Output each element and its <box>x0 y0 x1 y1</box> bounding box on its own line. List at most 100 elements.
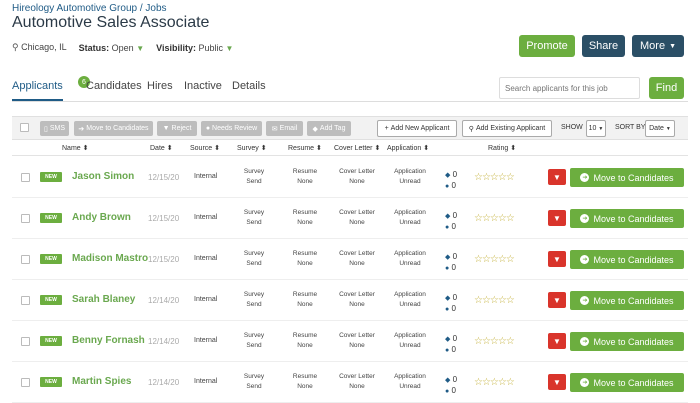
row-checkbox[interactable] <box>21 255 30 264</box>
sort-select[interactable]: Date ▼ <box>645 120 675 137</box>
reject-button[interactable]: ▼ Reject <box>157 121 197 136</box>
rating-stars[interactable]: ☆☆☆☆☆ <box>474 254 515 265</box>
sms-label: SMS <box>49 125 66 132</box>
reject-button[interactable]: ▼ <box>548 374 566 390</box>
applicant-name-link[interactable]: Madison Mastro <box>72 253 149 264</box>
more-button[interactable]: More ▼ <box>632 35 684 57</box>
activity-counts[interactable]: ◆ 0 ● 0 <box>445 293 457 315</box>
survey-cell[interactable]: Survey Send <box>235 290 273 310</box>
promote-button[interactable]: Promote <box>519 35 575 57</box>
rating-stars[interactable]: ☆☆☆☆☆ <box>474 213 515 224</box>
survey-cell[interactable]: Survey Send <box>235 167 273 187</box>
row-checkbox[interactable] <box>21 214 30 223</box>
status-dropdown[interactable]: Status: Open ▼ <box>79 43 145 53</box>
tab-inactive[interactable]: Inactive <box>184 80 222 92</box>
find-button[interactable]: Find <box>649 77 684 99</box>
col-resume[interactable]: Resume ⬍ <box>288 144 322 152</box>
move-to-candidates-button[interactable]: ➔ Move to Candidates <box>570 291 684 310</box>
applicant-name-link[interactable]: Sarah Blaney <box>72 294 136 305</box>
add-existing-label: Add Existing Applicant <box>475 125 546 132</box>
survey-cell[interactable]: Survey Send <box>235 249 273 269</box>
application-cell[interactable]: Application Unread <box>386 290 434 310</box>
activity-counts[interactable]: ◆ 0 ● 0 <box>445 334 457 356</box>
move-to-candidates-button[interactable]: ➔ Move to Candidates <box>570 250 684 269</box>
move-to-candidates-button[interactable]: ➔ Move to Candidates <box>570 332 684 351</box>
survey-label: Survey <box>243 291 265 298</box>
col-label: Survey <box>237 145 259 152</box>
sort-icon: ⬍ <box>214 145 221 152</box>
col-application[interactable]: Application ⬍ <box>387 144 429 152</box>
reject-button[interactable]: ▼ <box>548 210 566 226</box>
arrow-right-circle-icon: ➔ <box>580 378 590 387</box>
add-existing-applicant-button[interactable]: ⚲ Add Existing Applicant <box>462 120 552 137</box>
activity-counts[interactable]: ◆ 0 ● 0 <box>445 211 457 233</box>
activity-counts[interactable]: ◆ 0 ● 0 <box>445 375 457 397</box>
survey-cell[interactable]: Survey Send <box>235 372 273 392</box>
needs-review-button[interactable]: ● Needs Review <box>201 121 262 136</box>
info-icon: ● <box>205 125 211 132</box>
breadcrumb[interactable]: Hireology Automotive Group / Jobs <box>12 3 167 14</box>
show-select[interactable]: 10 ▼ <box>586 120 606 137</box>
application-cell[interactable]: Application Unread <box>386 167 434 187</box>
reject-button[interactable]: ▼ <box>548 169 566 185</box>
select-all-checkbox[interactable] <box>20 123 29 132</box>
col-survey[interactable]: Survey ⬍ <box>237 144 267 152</box>
application-label: Application <box>394 168 426 175</box>
move-to-candidates-button[interactable]: ➔ Move to Candidates <box>74 121 153 136</box>
tab-hires[interactable]: Hires <box>147 80 173 92</box>
col-label: Rating <box>488 145 509 152</box>
rating-stars[interactable]: ☆☆☆☆☆ <box>474 336 515 347</box>
tab-candidates[interactable]: Candidates <box>86 80 142 92</box>
tag-count: 0 <box>452 252 458 261</box>
cover-label: Cover Letter <box>339 373 375 380</box>
resume-value: None <box>297 219 313 226</box>
sort-icon: ⬍ <box>374 145 381 152</box>
reject-button[interactable]: ▼ <box>548 292 566 308</box>
col-source[interactable]: Source ⬍ <box>190 144 220 152</box>
reject-button[interactable]: ▼ <box>548 251 566 267</box>
tab-details[interactable]: Details <box>232 80 266 92</box>
application-cell[interactable]: Application Unread <box>386 331 434 351</box>
row-checkbox[interactable] <box>21 337 30 346</box>
tab-applicants[interactable]: Applicants 6 <box>12 76 90 101</box>
application-cell[interactable]: Application Unread <box>386 208 434 228</box>
source-value: Internal <box>194 337 218 344</box>
col-date[interactable]: Date ⬍ <box>150 144 173 152</box>
application-cell[interactable]: Application Unread <box>386 372 434 392</box>
search-input[interactable] <box>499 77 640 99</box>
survey-cell[interactable]: Survey Send <box>235 208 273 228</box>
applicant-name-link[interactable]: Jason Simon <box>72 171 135 182</box>
move-to-candidates-button[interactable]: ➔ Move to Candidates <box>570 373 684 392</box>
applicant-name-link[interactable]: Martin Spies <box>72 376 132 387</box>
activity-counts[interactable]: ◆ 0 ● 0 <box>445 252 457 274</box>
move-to-candidates-button[interactable]: ➔ Move to Candidates <box>570 168 684 187</box>
activity-counts[interactable]: ◆ 0 ● 0 <box>445 170 457 192</box>
row-checkbox[interactable] <box>21 296 30 305</box>
add-tag-button[interactable]: ◆ Add Tag <box>307 121 351 136</box>
sms-button[interactable]: ▯ SMS <box>40 121 69 136</box>
rating-stars[interactable]: ☆☆☆☆☆ <box>474 172 515 183</box>
share-button[interactable]: Share <box>582 35 625 57</box>
visibility-dropdown[interactable]: Visibility: Public ▼ <box>156 43 233 53</box>
applicant-name-link[interactable]: Benny Fornash <box>72 335 145 346</box>
reject-button[interactable]: ▼ <box>548 333 566 349</box>
thumbs-down-icon: ▼ <box>553 336 561 346</box>
cover-value: None <box>349 178 365 185</box>
table-row: NEW Sarah Blaney 12/14/20 Internal Surve… <box>12 280 688 321</box>
sort-icon: ⬍ <box>260 145 267 152</box>
applicant-name-link[interactable]: Andy Brown <box>72 212 131 223</box>
application-cell[interactable]: Application Unread <box>386 249 434 269</box>
rating-stars[interactable]: ☆☆☆☆☆ <box>474 295 515 306</box>
col-name[interactable]: Name ⬍ <box>62 144 89 152</box>
move-to-candidates-button[interactable]: ➔ Move to Candidates <box>570 209 684 228</box>
row-checkbox[interactable] <box>21 378 30 387</box>
application-value: Unread <box>399 301 421 308</box>
row-checkbox[interactable] <box>21 173 30 182</box>
col-rating[interactable]: Rating ⬍ <box>488 144 516 152</box>
add-new-label: Add New Applicant <box>390 125 450 132</box>
col-cover-letter[interactable]: Cover Letter ⬍ <box>334 144 380 152</box>
email-button[interactable]: ✉ Email <box>266 121 303 136</box>
rating-stars[interactable]: ☆☆☆☆☆ <box>474 377 515 388</box>
add-new-applicant-button[interactable]: + Add New Applicant <box>377 120 457 137</box>
survey-cell[interactable]: Survey Send <box>235 331 273 351</box>
